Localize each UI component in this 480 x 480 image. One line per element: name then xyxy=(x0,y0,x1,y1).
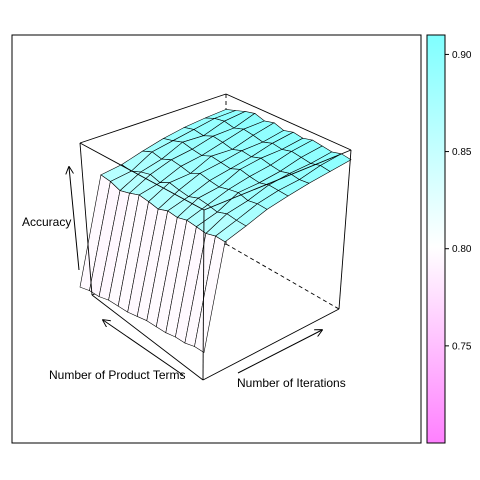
colorbar-tick-label: 0.90 xyxy=(452,50,472,61)
box-edge-bottom-right xyxy=(202,308,340,381)
y-axis-label: Number of Iterations xyxy=(237,376,346,390)
colorbar-tick-label: 0.85 xyxy=(452,147,472,158)
z-axis-label: Accuracy xyxy=(22,215,71,229)
box-edge-hidden-3 xyxy=(225,243,340,310)
z-axis-arrow xyxy=(69,167,80,271)
surface-facet xyxy=(194,235,226,353)
box-edge-top-front-left xyxy=(79,142,205,211)
colorbar-ticks: 0.75 0.80 0.85 0.90 xyxy=(445,50,472,352)
box-edge-vertical-right xyxy=(338,149,352,310)
colorbar-tick-label: 0.75 xyxy=(452,341,472,352)
box-edge-top-right xyxy=(225,93,352,151)
x-axis-arrow xyxy=(103,320,184,376)
colorbar-tick-label: 0.80 xyxy=(452,244,472,255)
box-edge-bottom-left xyxy=(91,294,204,381)
surface-mesh xyxy=(79,109,352,353)
box-edge-vertical-left xyxy=(79,142,93,296)
box-top-back-edges xyxy=(79,93,352,151)
box-edge-vertical-front xyxy=(202,209,205,381)
colorbar xyxy=(426,34,446,444)
y-axis-arrow xyxy=(237,330,322,374)
box-front-edges xyxy=(79,142,352,381)
box-edge-top-front-right xyxy=(203,149,352,211)
box-edge-top-left xyxy=(79,93,227,144)
x-axis-label: Number of Product Terms xyxy=(49,368,186,382)
panel-frame xyxy=(11,34,422,444)
